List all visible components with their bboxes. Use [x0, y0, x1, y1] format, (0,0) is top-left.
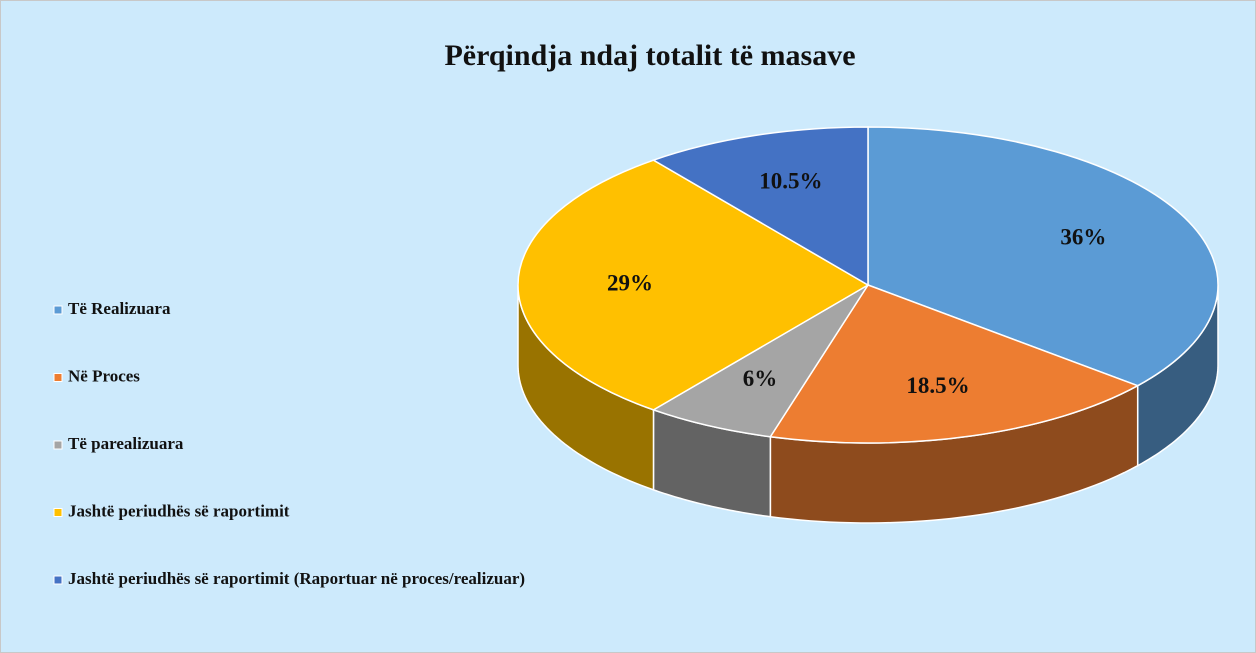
slice [517, 159, 870, 411]
chart-title: Përqindja ndaj totalit të masave [444, 39, 855, 72]
legend-label: Në Proces [68, 366, 140, 385]
legend-label: Të parealizuara [68, 434, 184, 453]
legend-marker [53, 575, 63, 585]
slice [769, 284, 1140, 444]
data-label: 10.5% [759, 169, 822, 194]
slice [651, 284, 869, 438]
legend-label: Të Realizuara [68, 299, 171, 318]
data-label: 18.5% [906, 373, 969, 398]
data-label: 29% [607, 270, 653, 295]
data-label: 6% [743, 366, 778, 391]
legend-marker [53, 373, 63, 382]
legend-marker [53, 508, 63, 517]
legend-marker [53, 305, 63, 315]
slice [867, 126, 1219, 387]
slice [651, 126, 869, 287]
data-label: 36% [1060, 225, 1106, 250]
legend-label: Jashtë periudhës së raportimit (Raportua… [68, 569, 525, 588]
legend-label: Jashtë periudhës së raportimit [68, 501, 290, 520]
legend-marker [53, 440, 63, 450]
